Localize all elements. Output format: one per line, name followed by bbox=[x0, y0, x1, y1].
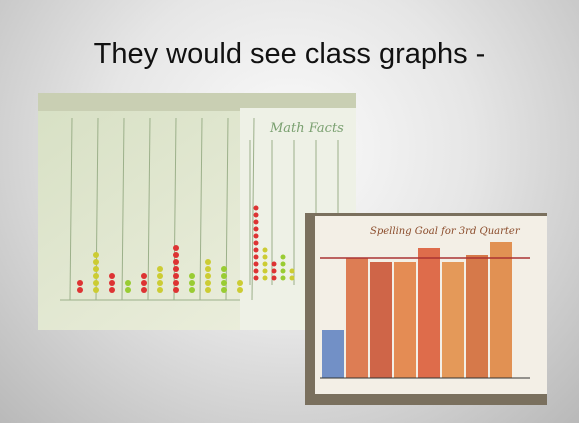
dot bbox=[141, 280, 147, 286]
dot bbox=[281, 262, 286, 267]
dot bbox=[173, 259, 179, 265]
dot bbox=[157, 287, 163, 293]
bar-drawing bbox=[466, 255, 488, 378]
dot bbox=[173, 287, 179, 293]
dot bbox=[272, 276, 277, 281]
dot bbox=[93, 259, 99, 265]
dot bbox=[77, 280, 83, 286]
dot bbox=[221, 273, 227, 279]
bar-drawing bbox=[442, 262, 464, 378]
dot bbox=[125, 280, 131, 286]
dot bbox=[263, 276, 268, 281]
dot bbox=[221, 287, 227, 293]
dot bbox=[93, 266, 99, 272]
photos: Math Facts Spelling Goal for 3rd Quarter bbox=[0, 0, 579, 423]
dot bbox=[125, 287, 131, 293]
dot bbox=[221, 280, 227, 286]
dot bbox=[109, 280, 115, 286]
dot bbox=[281, 255, 286, 260]
dot bbox=[77, 287, 83, 293]
dot bbox=[157, 273, 163, 279]
bar-drawing bbox=[394, 262, 416, 378]
dot bbox=[189, 273, 195, 279]
dot bbox=[173, 273, 179, 279]
dot bbox=[141, 287, 147, 293]
dot bbox=[173, 280, 179, 286]
dot bbox=[205, 266, 211, 272]
dot bbox=[157, 280, 163, 286]
dot bbox=[237, 280, 243, 286]
dot bbox=[254, 241, 259, 246]
dot bbox=[109, 273, 115, 279]
photo-caption: Spelling Goal for 3rd Quarter bbox=[370, 226, 521, 237]
dot bbox=[254, 262, 259, 267]
bar-drawing bbox=[322, 330, 344, 378]
photo-spelling-graph: Spelling Goal for 3rd Quarter bbox=[305, 213, 547, 405]
dot bbox=[205, 287, 211, 293]
dot bbox=[263, 248, 268, 253]
dot bbox=[272, 262, 277, 267]
dot bbox=[263, 255, 268, 260]
dot bbox=[173, 252, 179, 258]
dot bbox=[254, 234, 259, 239]
dot bbox=[93, 273, 99, 279]
dot bbox=[141, 273, 147, 279]
slide: They would see class graphs - Math Facts… bbox=[0, 0, 579, 423]
dot bbox=[254, 255, 259, 260]
dot bbox=[109, 287, 115, 293]
dot bbox=[281, 276, 286, 281]
dot bbox=[281, 269, 286, 274]
dot bbox=[93, 287, 99, 293]
dot bbox=[205, 273, 211, 279]
bar-drawing bbox=[490, 242, 512, 378]
dot bbox=[254, 220, 259, 225]
dot bbox=[272, 269, 277, 274]
dot bbox=[189, 287, 195, 293]
dot bbox=[290, 269, 295, 274]
dot bbox=[263, 262, 268, 267]
dot bbox=[221, 266, 227, 272]
dot bbox=[254, 213, 259, 218]
dot bbox=[254, 227, 259, 232]
dot bbox=[290, 276, 295, 281]
dot bbox=[93, 280, 99, 286]
dot bbox=[205, 280, 211, 286]
dot bbox=[254, 248, 259, 253]
photo-caption: Math Facts bbox=[269, 121, 344, 136]
dot bbox=[254, 269, 259, 274]
dot bbox=[205, 259, 211, 265]
bar-drawing bbox=[370, 262, 392, 378]
dot bbox=[173, 245, 179, 251]
dot bbox=[189, 280, 195, 286]
bar-drawing bbox=[346, 258, 368, 378]
dot bbox=[237, 287, 243, 293]
bar-drawing bbox=[418, 248, 440, 378]
dot bbox=[157, 266, 163, 272]
dot bbox=[254, 206, 259, 211]
dot bbox=[93, 252, 99, 258]
dot bbox=[254, 276, 259, 281]
dot bbox=[173, 266, 179, 272]
dot bbox=[263, 269, 268, 274]
